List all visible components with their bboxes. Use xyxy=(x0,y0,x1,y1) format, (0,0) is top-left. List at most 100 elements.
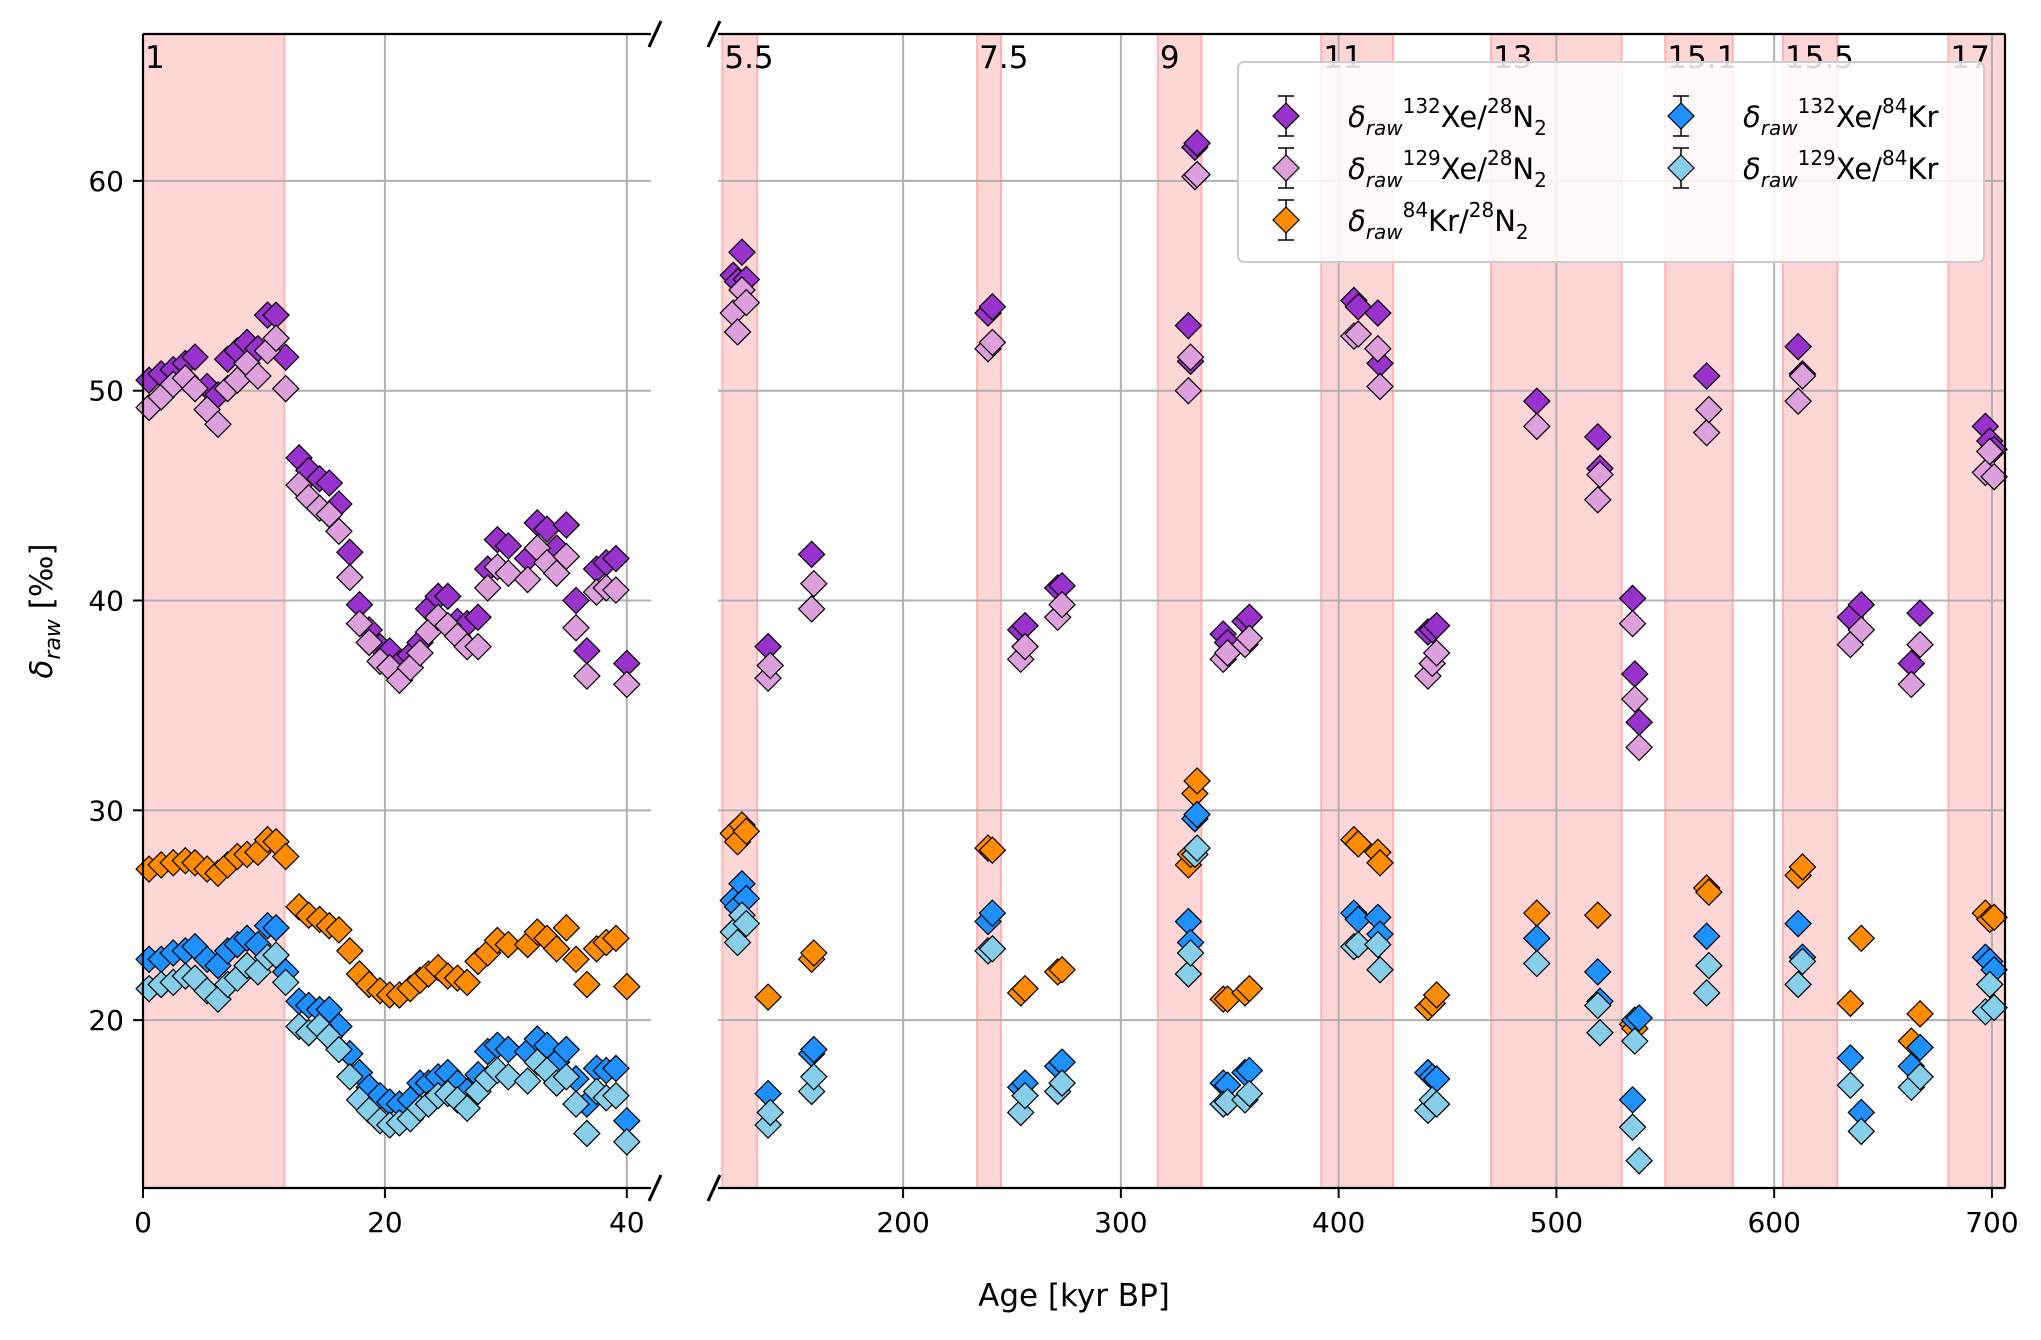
data-point xyxy=(1692,922,1721,951)
legend-marker xyxy=(1272,154,1300,182)
data-point xyxy=(181,374,209,403)
data-point xyxy=(1620,1027,1649,1055)
x-tick-label: 600 xyxy=(1747,1206,1800,1239)
data-point xyxy=(1784,970,1812,999)
data-point xyxy=(335,937,364,965)
data-point xyxy=(244,362,272,390)
data-point xyxy=(262,324,290,353)
data-point xyxy=(562,586,590,615)
data-point xyxy=(325,1035,353,1064)
data-point xyxy=(271,968,300,997)
data-point xyxy=(552,1035,581,1064)
break-mark xyxy=(647,20,663,48)
data-point xyxy=(1048,1069,1076,1097)
data-point xyxy=(262,913,290,942)
data-point xyxy=(1048,590,1076,619)
data-point xyxy=(573,970,601,999)
data-point xyxy=(204,410,232,439)
data-point xyxy=(262,941,290,969)
data-point xyxy=(1183,834,1211,862)
data-point xyxy=(1183,160,1211,189)
x-tick-label: 200 xyxy=(876,1206,929,1239)
data-point xyxy=(1618,1113,1647,1142)
y-tick-label: 40 xyxy=(88,585,124,618)
data-point xyxy=(1174,960,1203,988)
axis-break-marks xyxy=(647,20,722,1202)
data-point xyxy=(799,1062,828,1091)
data-point xyxy=(573,662,601,690)
data-point xyxy=(1422,639,1451,667)
data-point xyxy=(355,628,384,657)
data-point xyxy=(732,288,761,317)
data-point xyxy=(552,542,581,571)
break-mark xyxy=(706,1174,722,1202)
data-point xyxy=(1422,981,1451,1009)
x-tick-label: 20 xyxy=(367,1206,403,1239)
data-point xyxy=(1176,939,1205,967)
data-point xyxy=(1906,599,1934,627)
y-axis-title: δraw [‰] xyxy=(24,543,66,678)
data-point xyxy=(573,637,601,665)
data-point xyxy=(1183,129,1211,157)
data-point xyxy=(1625,733,1654,762)
data-point xyxy=(1011,974,1039,1003)
data-point xyxy=(728,238,756,267)
data-point xyxy=(1847,924,1876,953)
data-point xyxy=(1692,979,1721,1007)
data-point xyxy=(602,1054,630,1083)
data-point xyxy=(602,544,630,573)
stage-label: 9 xyxy=(1160,40,1180,76)
legend-marker xyxy=(1272,102,1300,130)
break-mark xyxy=(647,1174,663,1202)
data-point xyxy=(1174,376,1203,405)
data-point xyxy=(1048,955,1076,984)
data-point xyxy=(1788,362,1817,390)
data-point xyxy=(325,916,353,944)
data-point xyxy=(542,934,571,963)
data-points xyxy=(135,129,2008,1175)
data-point xyxy=(1344,930,1373,959)
data-point xyxy=(978,934,1007,963)
stage-label: 7.5 xyxy=(979,40,1028,76)
data-point xyxy=(1522,949,1551,978)
interglacial-band xyxy=(1156,33,1203,1189)
data-point xyxy=(732,817,761,846)
data-point xyxy=(335,563,364,592)
legend: δraw132Xe/28N2 δraw129Xe/28N2 δraw84Kr/28N… xyxy=(1237,61,1985,263)
data-point xyxy=(1366,372,1394,401)
data-point xyxy=(1422,1090,1451,1118)
data-point xyxy=(473,574,502,602)
data-point xyxy=(1011,632,1039,661)
data-point xyxy=(1235,624,1264,653)
data-point xyxy=(573,1119,601,1148)
data-point xyxy=(464,632,492,661)
data-point xyxy=(181,343,209,371)
data-point xyxy=(1583,423,1612,451)
legend-marker xyxy=(1667,102,1695,130)
y-tick-label: 20 xyxy=(88,1004,124,1037)
data-point xyxy=(1897,670,1926,699)
axes-spines xyxy=(141,32,2007,1190)
legend-marker xyxy=(1667,154,1695,182)
data-point xyxy=(1586,460,1614,489)
interglacial-band xyxy=(142,33,286,1189)
data-point xyxy=(1363,930,1392,959)
data-point xyxy=(732,909,761,938)
data-point xyxy=(1183,800,1211,829)
data-point xyxy=(797,595,826,623)
data-point xyxy=(1980,903,2008,932)
legend-box xyxy=(1237,61,1985,263)
data-point xyxy=(797,540,826,569)
data-point xyxy=(1363,334,1392,363)
data-point xyxy=(602,924,630,953)
x-tick-label: 500 xyxy=(1530,1206,1583,1239)
data-point xyxy=(1980,462,2008,491)
data-point xyxy=(552,913,581,942)
stage-label: 1 xyxy=(145,40,165,76)
data-point xyxy=(1836,1044,1865,1072)
data-point xyxy=(1344,320,1373,348)
data-point xyxy=(1836,989,1865,1018)
data-point xyxy=(1625,708,1654,737)
